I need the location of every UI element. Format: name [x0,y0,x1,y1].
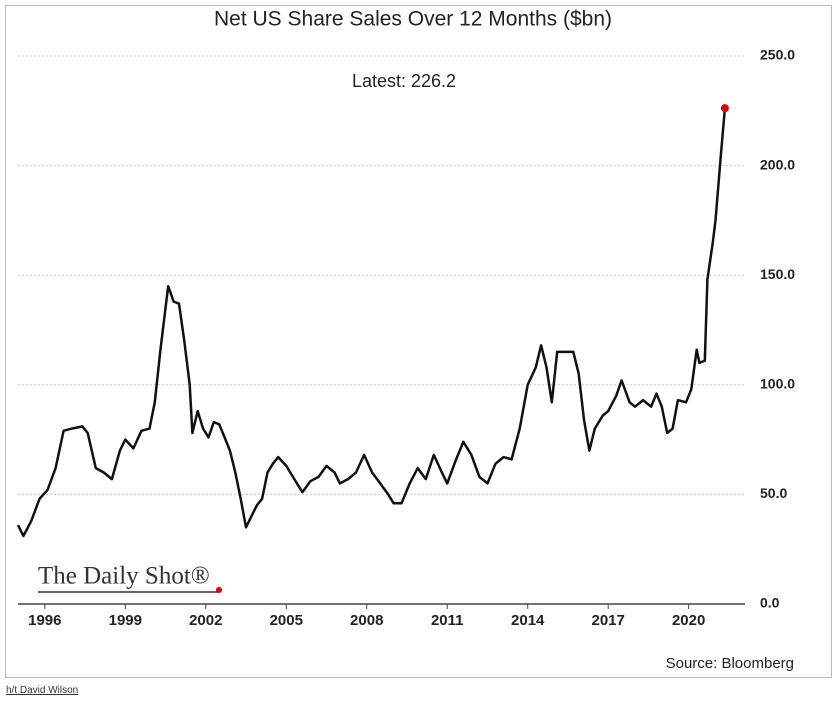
chart-frame [5,5,832,678]
x-tick-label: 2011 [431,612,464,629]
x-tick-label: 2008 [350,612,383,629]
credit-link[interactable]: h/t David Wilson [6,685,79,696]
x-tick-label: 2005 [270,612,303,629]
x-tick-label: 2002 [189,612,222,629]
x-tick-label: 1996 [28,612,61,629]
source: Source: Bloomberg [666,655,794,672]
x-tick-label: 2017 [591,612,624,629]
y-tick-label: 150.0 [760,266,795,282]
x-tick-label: 2014 [511,612,545,629]
x-tick-label: 1999 [109,612,142,629]
chart-title: Net US Share Sales Over 12 Months ($bn) [214,8,612,31]
y-tick-label: 50.0 [760,485,787,501]
latest-point [720,104,729,113]
logo-dot [216,587,222,593]
data-line [16,108,727,538]
y-tick-label: 100.0 [760,376,795,392]
annotation: Latest: 226.2 [352,71,456,91]
logo: The Daily Shot® [38,563,210,590]
y-tick-label: 0.0 [760,595,780,611]
y-tick-label: 200.0 [760,156,795,172]
y-tick-label: 250.0 [760,47,795,63]
x-tick-label: 2020 [672,612,705,629]
